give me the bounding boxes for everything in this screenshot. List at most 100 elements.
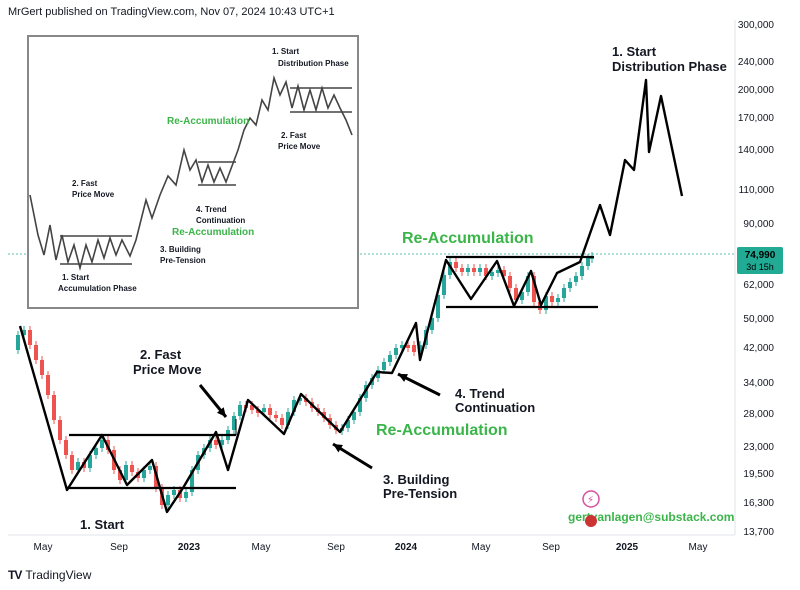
candle-body — [142, 470, 146, 478]
inset-reaccum-top: Re-Accumulation — [167, 116, 249, 127]
candle-body — [568, 282, 572, 288]
candle-body — [220, 440, 224, 445]
arrow-fast-move-head — [216, 407, 226, 417]
annot-trend-cont-1: 4. Trend — [455, 386, 505, 401]
candle-body — [436, 295, 440, 318]
candle-body — [466, 268, 470, 272]
inset-fast-right-1: 2. Fast — [281, 131, 307, 140]
candle-body — [46, 375, 50, 395]
publish-header: MrGert published on TradingView.com, Nov… — [8, 6, 335, 18]
candle-body — [532, 276, 536, 302]
x-tick-label: May — [252, 542, 271, 553]
x-tick-label: 2023 — [178, 542, 201, 553]
candle-body — [550, 296, 554, 302]
candle-body — [490, 272, 494, 276]
candle-body — [514, 288, 518, 300]
candle-body — [526, 276, 530, 292]
candle-body — [190, 470, 194, 492]
drawings-group — [18, 78, 684, 514]
inset-fast-right-2: Price Move — [278, 142, 321, 151]
inset-fast-left-1: 2. Fast — [72, 179, 98, 188]
candle-body — [478, 268, 482, 272]
y-tick-label: 28,000 — [743, 409, 774, 420]
candle-body — [70, 455, 74, 470]
candle-body — [562, 288, 566, 298]
candle-body — [64, 440, 68, 455]
candles-group — [16, 252, 594, 509]
inset-accum-1: 1. Start — [62, 273, 89, 282]
inset-distribution-1: 1. Start — [272, 47, 299, 56]
candle-body — [508, 276, 512, 288]
y-tick-label: 62,000 — [743, 280, 774, 291]
tradingview-brand: TradingView — [25, 568, 92, 582]
inset-schematic: 1. Start Distribution Phase Re-Accumulat… — [27, 35, 359, 309]
arrow-trend-cont-head — [398, 374, 408, 382]
candle-body — [574, 276, 578, 282]
x-tick-label: 2024 — [395, 542, 418, 553]
candle-body — [298, 398, 302, 401]
y-tick-label: 16,300 — [743, 498, 774, 509]
candle-body — [256, 410, 260, 413]
candle-body — [580, 266, 584, 276]
candle-body — [394, 348, 398, 355]
candle-body — [34, 345, 38, 360]
arrow-building-head — [333, 444, 343, 453]
candle-body — [262, 408, 266, 412]
annot-trend-cont-2: Continuation — [455, 400, 535, 415]
candle-body — [250, 405, 254, 410]
annot-distribution-1: 1. Start — [612, 44, 657, 59]
annot-fast-move-1: 2. Fast — [140, 347, 182, 362]
current-price-badge: 74,990 3d 15h — [737, 247, 783, 274]
annot-fast-move-2: Price Move — [133, 362, 202, 377]
candle-body — [22, 330, 26, 335]
x-tick-label: May — [689, 542, 708, 553]
candle-body — [280, 418, 284, 425]
y-tick-label: 50,000 — [743, 314, 774, 325]
inset-reaccum-bottom: Re-Accumulation — [172, 227, 254, 238]
candle-body — [292, 400, 296, 412]
candle-body — [376, 370, 380, 378]
candle-body — [496, 270, 500, 273]
price-badge-timer: 3d 15h — [746, 262, 774, 272]
candle-body — [58, 420, 62, 440]
annot-distribution-2: Distribution Phase — [612, 59, 727, 74]
lightning-glyph: ⚡ — [587, 495, 594, 506]
y-tick-label: 200,000 — [738, 85, 775, 96]
price-axis: 300,000 240,000 200,000 170,000 140,000 110,0… — [738, 20, 775, 538]
candle-body — [346, 420, 350, 428]
x-tick-label: Sep — [327, 542, 345, 553]
candle-body — [148, 466, 152, 470]
annot-reaccum-upper: Re-Accumulation — [402, 230, 534, 247]
candle-body — [28, 330, 32, 345]
candle-body — [454, 262, 458, 268]
candle-body — [418, 345, 422, 352]
candle-body — [502, 270, 506, 276]
candle-body — [184, 492, 188, 498]
price-badge-value: 74,990 — [745, 250, 776, 261]
annot-start-accum: 1. Start — [80, 517, 125, 532]
tradingview-logo-icon: TV — [8, 568, 22, 582]
candle-body — [472, 268, 476, 272]
candle-body — [352, 412, 356, 420]
candle-body — [382, 362, 386, 370]
candle-body — [94, 448, 98, 455]
y-tick-label: 42,000 — [743, 343, 774, 354]
annot-building-1: 3. Building — [383, 472, 450, 487]
candle-body — [484, 268, 488, 276]
y-tick-label: 240,000 — [738, 57, 775, 68]
candle-body — [214, 440, 218, 445]
candle-body — [556, 298, 560, 302]
candle-body — [166, 495, 170, 505]
candle-body — [400, 345, 404, 348]
candle-body — [412, 345, 416, 352]
candle-body — [232, 416, 236, 430]
candle-body — [286, 412, 290, 425]
candle-body — [238, 405, 242, 416]
candle-body — [130, 465, 134, 472]
candle-body — [442, 275, 446, 295]
candle-body — [172, 490, 176, 495]
candle-body — [520, 292, 524, 300]
y-tick-label: 170,000 — [738, 113, 775, 124]
candle-body — [460, 268, 464, 272]
candle-body — [118, 470, 122, 480]
